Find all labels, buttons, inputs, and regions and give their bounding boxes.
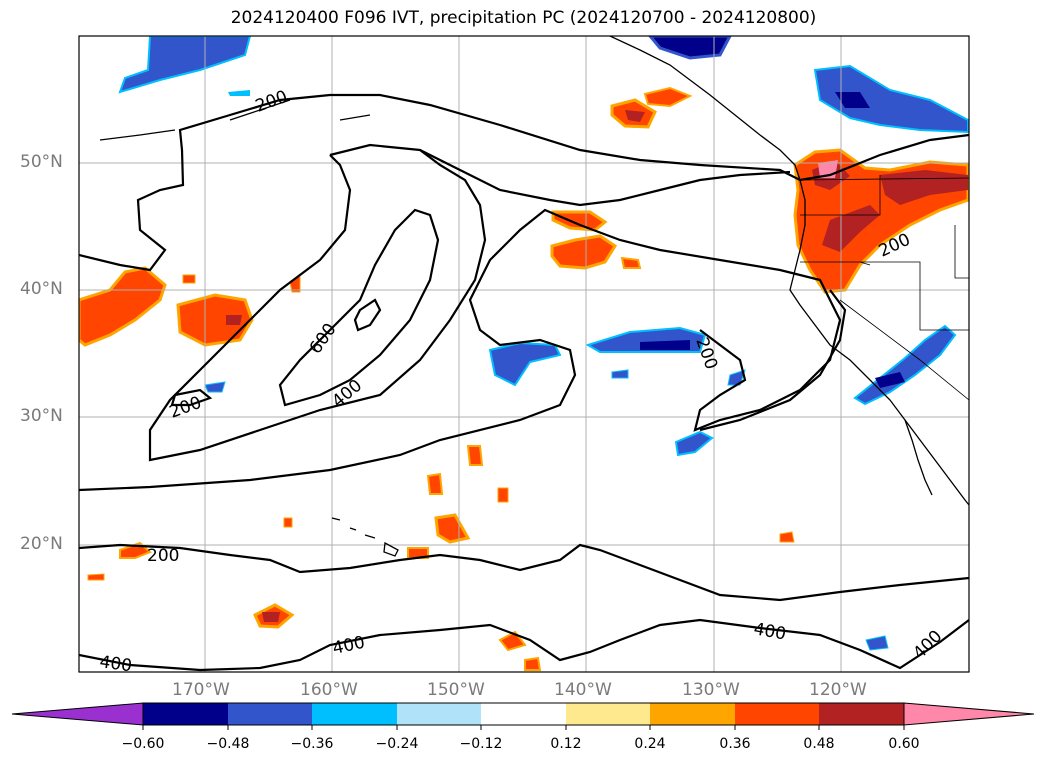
precip-positive-area xyxy=(407,547,429,559)
precip-positive-area xyxy=(822,205,880,252)
colorbar-segment xyxy=(143,703,228,725)
precip-positive-area xyxy=(176,293,254,347)
precip-positive-area xyxy=(87,573,105,581)
colorbar-segment xyxy=(566,703,650,725)
colorbar-tick-label: −0.36 xyxy=(290,736,334,752)
precip-negative-area xyxy=(865,635,889,651)
colorbar-segment xyxy=(735,703,819,725)
contour-label: 200 xyxy=(691,335,721,372)
precip-negative-area xyxy=(204,381,226,393)
coastlines xyxy=(99,36,969,557)
colorbar-tick-label: −0.24 xyxy=(375,736,419,752)
precip-negative-area xyxy=(648,36,732,60)
lon-label-160w: 160°W xyxy=(300,680,358,700)
ivt-contour-400 xyxy=(278,208,440,407)
ivt-contour-200 xyxy=(329,143,791,207)
precip-negative-area xyxy=(118,36,252,94)
precip-positive-area xyxy=(79,266,167,347)
precip-negative-area xyxy=(813,64,969,134)
contour-label: 400 xyxy=(331,633,367,659)
colorbar-tick-label: 0.24 xyxy=(634,736,666,752)
precip-negative-area xyxy=(611,369,629,379)
lon-label-120w: 120°W xyxy=(809,680,867,700)
precip-positive-area xyxy=(262,612,280,622)
precip-positive-area xyxy=(182,274,196,284)
precip-positive-area xyxy=(550,234,618,270)
colorbar-tick-label: 0.36 xyxy=(719,736,751,752)
contour-label: 400 xyxy=(98,652,133,676)
precip-negative-area xyxy=(727,369,746,386)
colorbar-extend-high xyxy=(903,702,1035,726)
precip-positive-area xyxy=(466,445,484,466)
ivt-contour-400 xyxy=(79,618,969,672)
precip-anomaly-fills xyxy=(79,36,969,671)
coastline-islands xyxy=(99,99,371,141)
colorbar-frame xyxy=(142,702,905,726)
colorbar-extend-low xyxy=(11,702,144,726)
precip-negative-area xyxy=(228,90,250,96)
colorbar-segment xyxy=(650,703,735,725)
precip-positive-area xyxy=(524,656,542,671)
contour-label: 400 xyxy=(752,619,787,644)
contour-label: 200 xyxy=(147,546,179,566)
contour-label: 200 xyxy=(253,87,290,117)
ivt-contour-200 xyxy=(79,208,842,492)
coastline-hawaii xyxy=(331,517,399,557)
coastline-baja xyxy=(904,419,933,496)
colorbar-tick-label: −0.12 xyxy=(459,736,503,752)
map-title: 2024120400 F096 IVT, precipitation PC (2… xyxy=(230,8,817,28)
ivt-contour-200 xyxy=(699,289,847,432)
precip-positive-area xyxy=(283,517,293,528)
colorbar-segment xyxy=(312,703,397,725)
lon-label-170w: 170°W xyxy=(172,680,230,700)
precip-negative-area xyxy=(674,430,714,457)
colorbar-tick-label: 0.48 xyxy=(803,736,835,752)
precip-negative-area xyxy=(835,92,870,108)
precip-negative-area xyxy=(875,372,905,388)
lon-label-130w: 130°W xyxy=(682,680,740,700)
ivt-contour-400 xyxy=(170,388,213,407)
ivt-contour-200 xyxy=(148,149,487,462)
precip-positive-area xyxy=(551,210,608,232)
precip-negative-area xyxy=(853,324,957,406)
precip-positive-area xyxy=(226,315,242,325)
colorbar-tick-label: −0.48 xyxy=(206,736,250,752)
lat-label-50n: 50°N xyxy=(20,152,63,172)
lat-label-40n: 40°N xyxy=(20,279,63,299)
precip-positive-area xyxy=(625,110,645,122)
colorbar-segment xyxy=(819,703,904,725)
lon-label-150w: 150°W xyxy=(427,680,485,700)
colorbar-segment xyxy=(228,703,312,725)
precip-positive-area xyxy=(643,86,693,108)
ivt-contour-200 xyxy=(79,543,969,602)
lat-label-30n: 30°N xyxy=(20,406,63,426)
coastline-north-america xyxy=(609,36,969,506)
precip-positive-area xyxy=(498,630,527,652)
precip-negative-area xyxy=(488,341,562,387)
lat-label-20n: 20°N xyxy=(20,534,63,554)
precip-positive-area xyxy=(497,487,509,503)
colorbar-tick-label: 0.12 xyxy=(550,736,582,752)
map-frame xyxy=(78,35,970,673)
precip-positive-area xyxy=(779,531,795,543)
precip-negative-area xyxy=(640,340,690,350)
precip-positive-area xyxy=(426,472,444,495)
colorbar-tick-label: 0.60 xyxy=(888,736,920,752)
colorbar-segment xyxy=(397,703,481,725)
lon-label-140w: 140°W xyxy=(554,680,612,700)
state-borders xyxy=(799,175,969,401)
ivt-contour-600 xyxy=(353,298,382,332)
colorbar-segment xyxy=(481,703,566,725)
precip-positive-area xyxy=(620,256,642,269)
colorbar xyxy=(11,702,1035,730)
precip-positive-area xyxy=(434,513,471,544)
colorbar-tick-label: −0.60 xyxy=(121,736,165,752)
